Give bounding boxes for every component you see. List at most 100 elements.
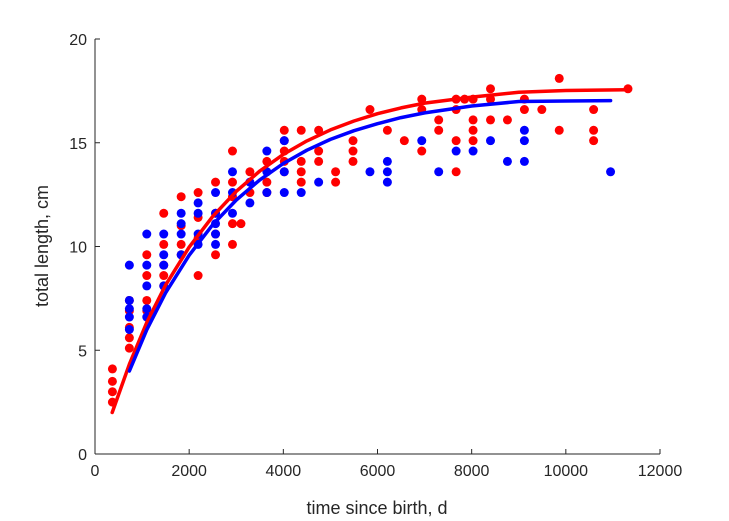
data-point — [124, 343, 134, 353]
data-point — [519, 105, 529, 115]
x-tick-label: 4000 — [266, 463, 302, 480]
data-point — [227, 239, 237, 249]
data-point — [502, 156, 512, 166]
data-point — [107, 364, 117, 374]
data-point — [211, 229, 221, 239]
data-point — [107, 387, 117, 397]
data-point — [107, 376, 117, 386]
data-point — [236, 219, 246, 229]
data-point — [124, 260, 134, 270]
data-point — [296, 188, 306, 198]
data-point — [434, 125, 444, 135]
data-point — [296, 167, 306, 177]
data-point — [468, 136, 478, 146]
data-point — [262, 188, 272, 198]
data-point — [519, 125, 529, 135]
data-point — [296, 177, 306, 187]
data-point — [142, 250, 152, 260]
x-tick-label: 2000 — [171, 463, 207, 480]
data-point — [348, 146, 358, 156]
data-point — [227, 208, 237, 218]
data-point — [159, 271, 169, 281]
data-point — [279, 167, 289, 177]
data-point — [486, 115, 495, 125]
data-point — [279, 125, 289, 135]
tick-layer: 0 2000 4000 6000 8000 10000 12000 0 5 10 15 20 — [69, 32, 682, 480]
data-point — [176, 229, 186, 239]
data-point — [193, 198, 203, 208]
data-point — [331, 177, 341, 187]
data-point — [124, 304, 134, 314]
fit-layer — [110, 88, 629, 415]
data-point — [382, 125, 392, 135]
data-point — [382, 177, 392, 187]
data-point — [451, 146, 461, 156]
y-tick-label: 20 — [69, 32, 87, 49]
data-point — [124, 333, 134, 343]
data-point — [589, 136, 599, 146]
data-point — [159, 250, 169, 260]
data-point — [227, 219, 237, 229]
data-point — [227, 167, 237, 177]
data-point — [211, 177, 221, 187]
data-point — [468, 125, 478, 135]
data-point — [296, 156, 306, 166]
data-point — [314, 146, 324, 156]
data-point — [519, 136, 529, 146]
data-point — [589, 105, 599, 115]
data-point — [124, 312, 134, 322]
data-point — [176, 208, 186, 218]
data-point — [486, 136, 495, 146]
data-point — [554, 73, 564, 83]
data-point — [279, 188, 289, 198]
data-point — [159, 260, 169, 270]
data-point — [348, 156, 358, 166]
data-point — [314, 156, 324, 166]
data-point — [468, 146, 478, 156]
data-point — [519, 156, 529, 166]
data-point — [486, 84, 495, 94]
data-point — [262, 177, 272, 187]
y-tick-label: 15 — [69, 136, 87, 153]
data-point — [417, 136, 427, 146]
data-point — [382, 167, 392, 177]
series-layer — [107, 73, 633, 407]
data-point — [589, 125, 599, 135]
data-point — [142, 260, 152, 270]
y-tick-label: 10 — [69, 240, 87, 257]
data-point — [382, 156, 392, 166]
data-point — [279, 136, 289, 146]
data-point — [142, 229, 152, 239]
data-point — [331, 167, 341, 177]
x-tick-label: 6000 — [360, 463, 396, 480]
x-tick-label: 8000 — [454, 463, 490, 480]
data-point — [417, 146, 427, 156]
x-tick-label: 12000 — [638, 463, 683, 480]
data-point — [537, 105, 547, 115]
data-point — [468, 115, 478, 125]
data-point — [262, 146, 272, 156]
data-point — [176, 192, 186, 202]
data-point — [245, 167, 255, 177]
data-point — [296, 125, 306, 135]
data-point — [124, 295, 134, 305]
data-point — [193, 271, 203, 281]
data-point — [399, 136, 409, 146]
data-point — [365, 167, 375, 177]
data-point — [159, 239, 169, 249]
x-tick-label: 10000 — [544, 463, 589, 480]
data-point — [159, 208, 169, 218]
data-point — [193, 188, 203, 198]
y-tick-label: 5 — [78, 343, 87, 360]
data-point — [365, 105, 375, 115]
data-point — [434, 115, 444, 125]
y-axis-title: total length, cm — [32, 185, 52, 307]
data-point — [314, 177, 324, 187]
data-point — [227, 177, 237, 187]
data-point — [211, 239, 221, 249]
data-point — [142, 295, 152, 305]
data-point — [451, 167, 461, 177]
data-point — [176, 239, 186, 249]
data-point — [348, 136, 358, 146]
